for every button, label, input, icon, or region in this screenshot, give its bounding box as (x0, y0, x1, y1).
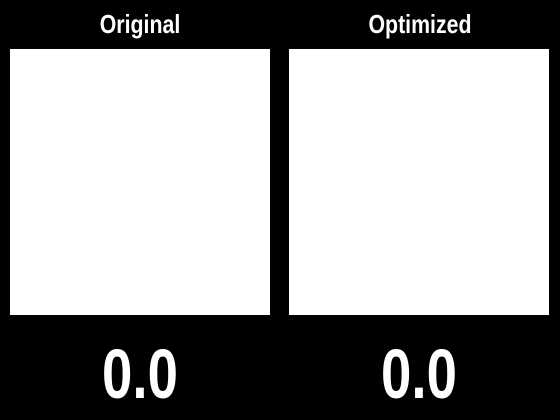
optimized-image (289, 49, 549, 315)
optimized-score: 0.0 (381, 335, 457, 413)
optimized-panel: Optimized 0.0 (280, 0, 560, 420)
original-title: Original (99, 9, 181, 39)
original-panel: Original 0.0 (10, 9, 270, 413)
optimized-title: Optimized (368, 9, 472, 39)
original-image (10, 49, 270, 315)
original-score: 0.0 (102, 335, 178, 413)
